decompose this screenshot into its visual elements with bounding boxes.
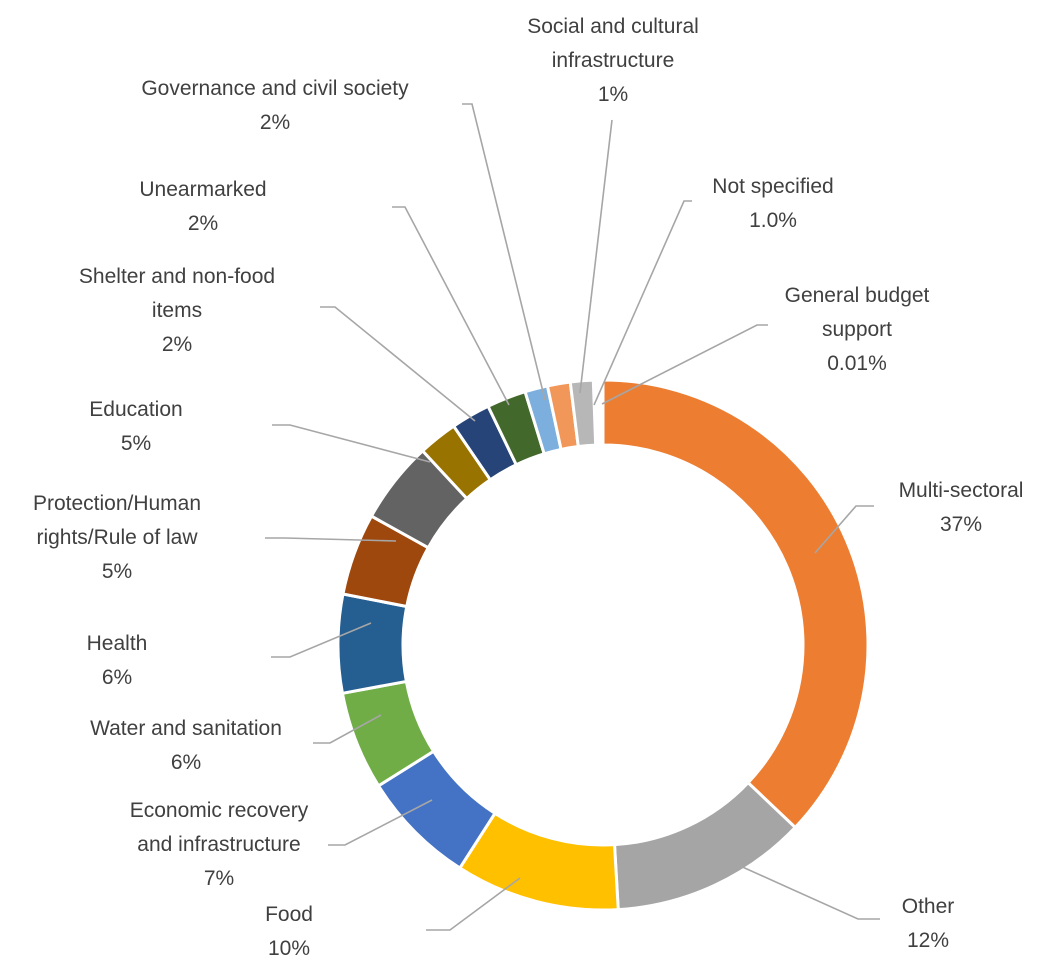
slice-category-label: support — [822, 318, 892, 341]
leader-line — [265, 537, 397, 542]
slice-value-label: 6% — [171, 751, 201, 774]
slice-category-label: and infrastructure — [137, 833, 300, 856]
slice-label: Other 12% — [902, 895, 955, 952]
slice-category-label: Protection/Human — [33, 492, 201, 515]
slice-value-label: 12% — [907, 929, 949, 952]
slice-label: Multi-sectoral 37% — [899, 479, 1024, 536]
slice-value-label: 0.01% — [827, 352, 887, 375]
slice-category-label: Multi-sectoral — [899, 479, 1024, 502]
slice-value-label: 10% — [268, 937, 310, 958]
leader-line — [579, 119, 613, 394]
slice-category-label: items — [152, 299, 202, 322]
slice-labels: Multi-sectoral 37% Other 12% Food 10% Economic… — [33, 15, 1023, 958]
slice-category-label: Education — [89, 398, 182, 421]
leader-line — [328, 799, 433, 846]
slice-category-label: Water and sanitation — [90, 717, 282, 740]
slice-value-label: 2% — [162, 333, 192, 356]
slice-label: Protection/Human rights/Rule of law 5% — [33, 492, 201, 583]
slice-label: Water and sanitation 6% — [90, 717, 282, 774]
slice-label: Governance and civil society 2% — [141, 77, 409, 134]
slice-label: Not specified 1.0% — [712, 175, 833, 232]
leader-line — [320, 306, 476, 422]
leader-lines — [265, 103, 880, 931]
slice-category-label: Health — [87, 632, 148, 655]
slice-category-label: Not specified — [712, 175, 833, 198]
leader-line — [593, 200, 692, 406]
slice-label: Shelter and non-food items 2% — [79, 265, 275, 356]
slice-category-label: Governance and civil society — [141, 77, 409, 100]
leader-line — [601, 324, 768, 405]
slice-category-label: General budget — [785, 284, 930, 307]
slice-label: General budget support 0.01% — [785, 284, 930, 375]
leader-line — [272, 424, 431, 463]
slice-value-label: 5% — [102, 560, 132, 583]
leader-line — [814, 505, 874, 554]
slice-value-label: 7% — [204, 867, 234, 890]
slice-value-label: 2% — [260, 111, 290, 134]
slice-category-label: Social and cultural — [527, 15, 699, 38]
slice-category-label: Unearmarked — [139, 178, 266, 201]
slice-category-label: Other — [902, 895, 955, 918]
slice-label: Food 10% — [265, 903, 313, 958]
slice-category-label: Food — [265, 903, 313, 926]
leader-line — [462, 103, 546, 401]
slice-value-label: 6% — [102, 666, 132, 689]
slice-category-label: Shelter and non-food — [79, 265, 275, 288]
leader-line — [392, 206, 510, 406]
slice-health — [336, 592, 409, 696]
slice-category-label: rights/Rule of law — [36, 526, 198, 549]
slice-label: Economic recovery and infrastructure 7% — [130, 799, 309, 890]
slice-multi-sectoral — [601, 378, 870, 830]
leader-line — [313, 714, 382, 744]
leader-line — [737, 864, 880, 920]
slice-label: Health 6% — [87, 632, 148, 689]
slice-category-label: Economic recovery — [130, 799, 309, 822]
slice-label: Education 5% — [89, 398, 182, 455]
slice-value-label: 2% — [188, 212, 218, 235]
slice-value-label: 1% — [598, 83, 628, 106]
leader-line — [271, 622, 372, 658]
leader-line — [426, 877, 521, 931]
slice-value-label: 1.0% — [749, 209, 797, 232]
slice-value-label: 5% — [121, 432, 151, 455]
slice-label: Unearmarked 2% — [139, 178, 266, 235]
slice-value-label: 37% — [940, 513, 982, 536]
slice-category-label: infrastructure — [552, 49, 675, 72]
slice-label: Social and cultural infrastructure 1% — [527, 15, 699, 106]
slice-other — [612, 780, 798, 912]
slice-general-budget-support — [568, 378, 598, 449]
donut-slices — [336, 378, 870, 912]
